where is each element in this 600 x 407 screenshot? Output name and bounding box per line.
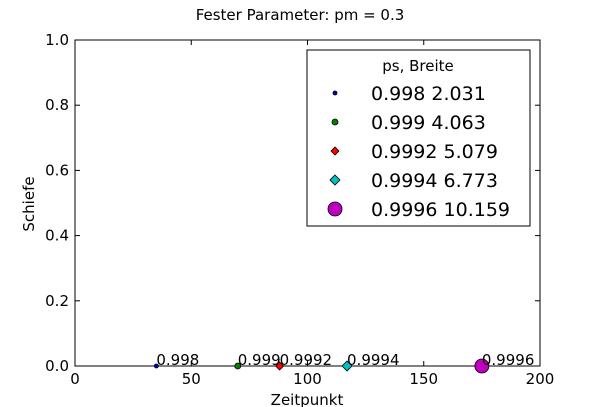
y-tick-label: 0.6 xyxy=(45,161,69,179)
y-tick-label: 0.2 xyxy=(45,292,69,310)
y-axis-label: Schiefe xyxy=(20,176,38,231)
data-point-label: 0.9994 xyxy=(347,351,400,369)
legend-marker xyxy=(331,118,339,126)
chart-title: Fester Parameter: pm = 0.3 xyxy=(196,6,405,24)
data-point xyxy=(474,358,490,374)
data-point xyxy=(275,361,285,371)
legend-marker xyxy=(332,90,338,96)
legend-entry-label: 0.998 2.031 xyxy=(371,83,486,105)
data-point xyxy=(341,360,353,372)
x-tick-label: 200 xyxy=(526,370,555,388)
legend-entry-label: 0.9992 5.079 xyxy=(371,141,498,163)
x-tick-label: 150 xyxy=(409,370,438,388)
data-point xyxy=(234,362,242,370)
data-markers xyxy=(153,358,490,374)
x-axis-label: Zeitpunkt xyxy=(271,391,344,407)
x-tick-label: 50 xyxy=(182,370,201,388)
legend-title: ps, Breite xyxy=(382,57,454,75)
y-tick-label: 0.0 xyxy=(45,357,69,375)
legend: ps, Breite 0.998 2.031 0.999 4.063 0.9992 … xyxy=(306,49,531,227)
y-tick-label: 1.0 xyxy=(45,31,69,49)
x-tick-label: 100 xyxy=(293,370,322,388)
data-point-label: 0.9996 xyxy=(482,351,535,369)
data-point-label: 0.999 xyxy=(238,351,281,369)
data-point xyxy=(153,363,159,369)
legend-entry-label: 0.9994 6.773 xyxy=(371,170,498,192)
y-tick-label: 0.4 xyxy=(45,227,69,245)
legend-entry-label: 0.9996 10.159 xyxy=(371,199,510,221)
legend-marker xyxy=(327,201,343,217)
y-tick-label: 0.8 xyxy=(45,96,69,114)
legend-box xyxy=(306,49,531,227)
legend-marker xyxy=(329,174,341,186)
axis-ticks: 0 50 100 150 200 0.0 0.2 0.4 0.6 0.8 1.0 xyxy=(45,31,554,388)
legend-items: 0.998 2.031 0.999 4.063 0.9992 5.079 0.9994… xyxy=(327,83,510,221)
data-point-label: 0.998 xyxy=(156,351,199,369)
x-tick-label: 0 xyxy=(70,370,80,388)
legend-entry-label: 0.999 4.063 xyxy=(371,112,486,134)
legend-marker xyxy=(330,146,340,156)
data-point-label: 0.9992 xyxy=(280,351,333,369)
